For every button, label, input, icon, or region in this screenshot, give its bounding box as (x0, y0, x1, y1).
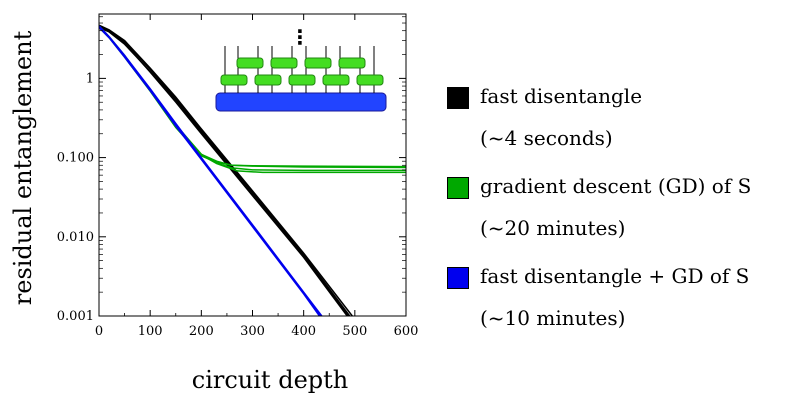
series-line-2-1 (99, 26, 321, 316)
y-tick-label: 0.100 (57, 151, 94, 166)
y-tick-label: 0.001 (57, 309, 94, 324)
series-line-2-2 (99, 25, 323, 316)
legend-note: (~4 seconds) (480, 126, 613, 150)
x-tick-label: 400 (291, 324, 316, 339)
x-tick-label: 100 (138, 324, 163, 339)
circuit-gate (304, 57, 332, 69)
circuit-gate (236, 57, 264, 69)
circuit-gate (322, 74, 350, 86)
circuit-gate (338, 57, 366, 69)
series-line-0-3 (99, 24, 353, 316)
y-tick-label: 1 (86, 71, 94, 86)
legend-label: gradient descent (GD) of S (480, 174, 752, 198)
legend-entry-gradient-descent: gradient descent (GD) of S (~20 minutes) (447, 170, 803, 260)
legend-swatch-black (447, 87, 469, 109)
circuit-gate (270, 57, 298, 69)
legend-swatch-blue (447, 267, 469, 289)
series-line-0-0 (99, 25, 351, 316)
circuit-gate (220, 74, 248, 86)
circuit-gate (254, 74, 282, 86)
circuit-base-block (215, 92, 387, 112)
x-tick-label: 300 (240, 324, 265, 339)
x-tick-label: 600 (394, 324, 419, 339)
legend-entry-combined: fast disentangle + GD of S (~10 minutes) (447, 260, 803, 350)
series-line-0-2 (99, 26, 349, 316)
legend-entry-fast-disentangle: fast disentangle (~4 seconds) (447, 80, 803, 170)
x-axis-title: circuit depth (192, 366, 348, 394)
circuit-gate (356, 74, 384, 86)
x-tick-label: 500 (342, 324, 367, 339)
circuit-inset: ⋮ (215, 25, 387, 112)
x-tick-label: 0 (95, 324, 103, 339)
x-tick-label: 200 (189, 324, 214, 339)
legend-swatch-green (447, 177, 469, 199)
circuit-ellipsis: ⋮ (290, 25, 310, 49)
y-axis-title: residual entanglement (9, 30, 37, 305)
legend-label: fast disentangle + GD of S (480, 264, 750, 288)
legend-note: (~10 minutes) (480, 306, 626, 330)
y-tick-label: 0.010 (57, 230, 94, 245)
legend-label: fast disentangle (480, 84, 643, 108)
legend: fast disentangle (~4 seconds) gradient d… (447, 80, 803, 350)
legend-note: (~20 minutes) (480, 216, 626, 240)
circuit-gate (288, 74, 316, 86)
